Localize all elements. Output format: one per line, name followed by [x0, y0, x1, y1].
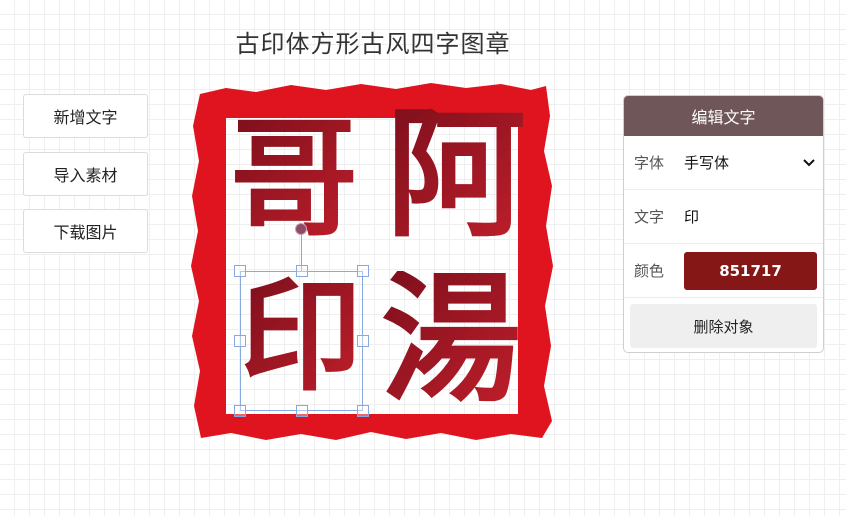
resize-handle-tl[interactable] — [234, 265, 246, 277]
download-image-button[interactable]: 下载图片 — [23, 209, 148, 253]
edit-text-panel: 编辑文字 字体 手写体 文字 印 颜色 851717 删除对象 — [623, 95, 824, 353]
import-material-button[interactable]: 导入素材 — [23, 152, 148, 196]
text-input[interactable]: 印 — [684, 208, 700, 226]
text-label: 文字 — [634, 208, 665, 226]
panel-header: 编辑文字 — [624, 96, 823, 136]
text-row: 文字 印 — [624, 190, 823, 244]
font-row: 字体 手写体 — [624, 136, 823, 190]
seal-glyph-a[interactable]: 阿 — [386, 94, 527, 257]
add-text-button[interactable]: 新增文字 — [23, 94, 148, 138]
font-select-value: 手写体 — [684, 154, 730, 172]
color-picker[interactable]: 851717 — [684, 251, 817, 290]
seal-glyph-tang[interactable]: 湯 — [381, 259, 522, 422]
chevron-down-icon — [803, 158, 815, 166]
rotation-stem — [301, 229, 302, 271]
resize-handle-br[interactable] — [357, 405, 369, 417]
color-label: 颜色 — [634, 262, 665, 280]
color-row: 颜色 851717 — [624, 244, 823, 298]
rotate-handle[interactable] — [295, 223, 307, 235]
resize-handle-tr[interactable] — [357, 265, 369, 277]
selection-box — [240, 271, 363, 411]
resize-handle-tc[interactable] — [296, 265, 308, 277]
resize-handle-mr[interactable] — [357, 335, 369, 347]
resize-handle-bc[interactable] — [296, 405, 308, 417]
seal-glyph-yin[interactable]: 印 — [240, 266, 362, 408]
resize-handle-ml[interactable] — [234, 335, 246, 347]
seal-glyph-ge[interactable]: 哥 — [230, 105, 359, 254]
resize-handle-bl[interactable] — [234, 405, 246, 417]
page-title: 古印体方形古风四字图章 — [235, 30, 511, 58]
delete-object-button[interactable]: 删除对象 — [630, 304, 817, 348]
font-label: 字体 — [634, 154, 665, 172]
font-select[interactable]: 手写体 — [684, 152, 823, 173]
seal-canvas[interactable]: 哥 印 阿 湯 — [186, 76, 558, 446]
